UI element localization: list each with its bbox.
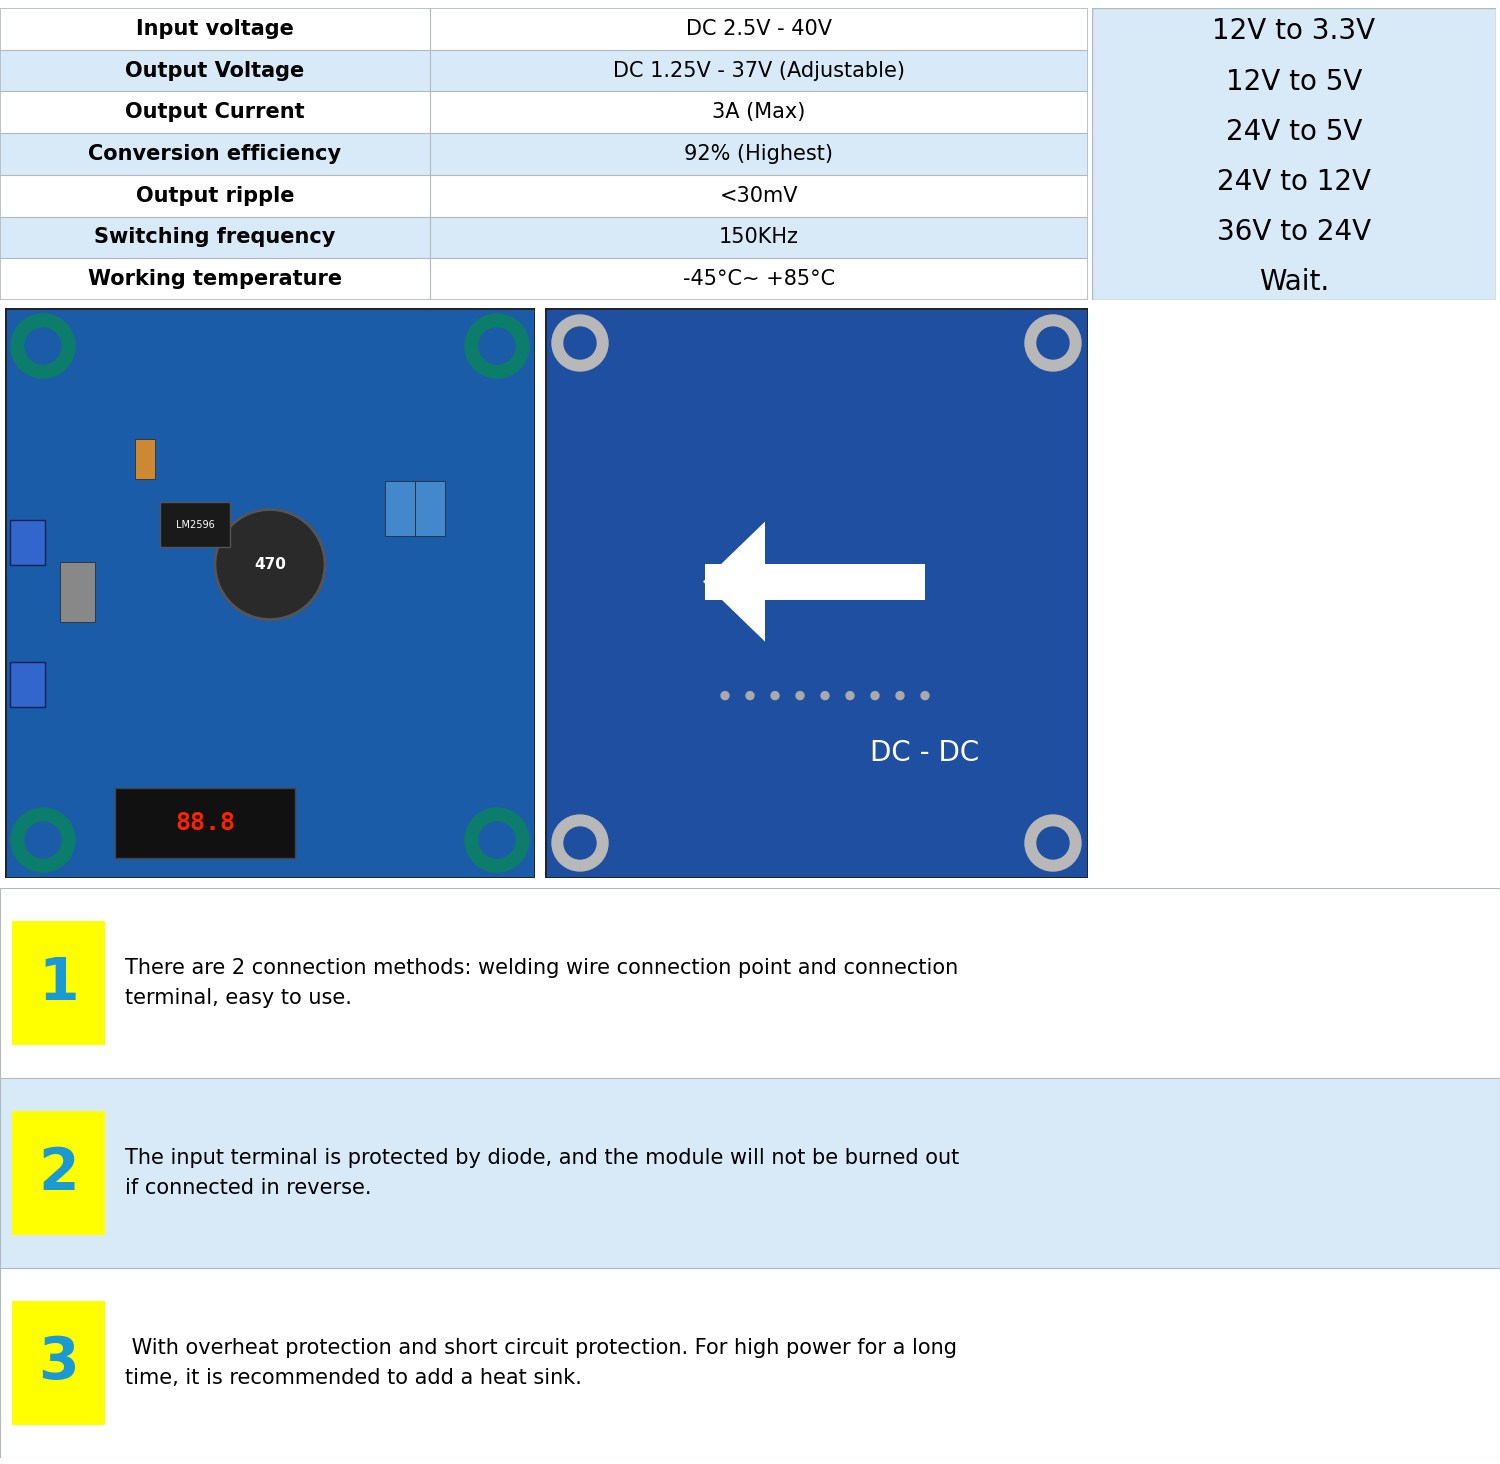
Text: LM2596: LM2596 xyxy=(176,520,214,530)
Circle shape xyxy=(921,691,928,700)
Bar xyxy=(10,662,45,707)
Text: DC - DC: DC - DC xyxy=(870,739,980,767)
Text: <30mV: <30mV xyxy=(720,186,798,206)
Bar xyxy=(0,50,1088,91)
Bar xyxy=(12,921,105,1045)
Text: 150KHz: 150KHz xyxy=(718,227,800,247)
Bar xyxy=(386,482,416,536)
Bar xyxy=(0,91,1088,133)
Circle shape xyxy=(26,821,62,858)
Text: Switching frequency: Switching frequency xyxy=(94,227,336,247)
Circle shape xyxy=(478,821,514,858)
Bar xyxy=(0,174,1088,217)
Text: The input terminal is protected by diode, and the module will not be burned out
: The input terminal is protected by diode… xyxy=(124,1148,959,1198)
Text: 12V to 3.3V: 12V to 3.3V xyxy=(1212,18,1376,45)
Circle shape xyxy=(896,691,904,700)
Text: Input voltage: Input voltage xyxy=(136,19,294,40)
Text: 2: 2 xyxy=(38,1145,78,1202)
Circle shape xyxy=(564,326,596,359)
Text: 3: 3 xyxy=(38,1335,78,1391)
Text: 3A (Max): 3A (Max) xyxy=(712,102,806,123)
Bar xyxy=(416,482,446,536)
Text: Output Voltage: Output Voltage xyxy=(126,60,304,81)
Circle shape xyxy=(821,691,830,700)
Text: Output ripple: Output ripple xyxy=(135,186,294,206)
Circle shape xyxy=(465,313,530,378)
Text: 470: 470 xyxy=(254,556,286,572)
Circle shape xyxy=(552,815,608,871)
Circle shape xyxy=(10,808,75,873)
Text: 88.8: 88.8 xyxy=(176,811,236,834)
Circle shape xyxy=(552,315,608,370)
Text: Conversion efficiency: Conversion efficiency xyxy=(88,143,342,164)
Bar xyxy=(0,217,1088,258)
Bar xyxy=(705,564,926,600)
Bar xyxy=(0,7,1088,50)
Circle shape xyxy=(1024,815,1082,871)
Text: 24V to 5V: 24V to 5V xyxy=(1226,117,1362,146)
Text: 1: 1 xyxy=(38,955,78,1012)
Polygon shape xyxy=(704,521,765,641)
Text: 36V to 24V: 36V to 24V xyxy=(1216,218,1371,246)
Text: -45°C~ +85°C: -45°C~ +85°C xyxy=(682,269,836,290)
Circle shape xyxy=(1024,315,1082,370)
Circle shape xyxy=(722,691,729,700)
Circle shape xyxy=(564,827,596,859)
Circle shape xyxy=(10,313,75,378)
Text: Wait.: Wait. xyxy=(1258,268,1329,297)
Text: 92% (Highest): 92% (Highest) xyxy=(684,143,834,164)
Circle shape xyxy=(478,328,514,365)
Text: 12V to 5V: 12V to 5V xyxy=(1226,67,1362,95)
Text: DC 2.5V - 40V: DC 2.5V - 40V xyxy=(686,19,832,40)
Circle shape xyxy=(771,691,778,700)
Bar xyxy=(0,258,1088,300)
Circle shape xyxy=(214,509,326,619)
Circle shape xyxy=(871,691,879,700)
Bar xyxy=(160,502,230,548)
Circle shape xyxy=(746,691,754,700)
Circle shape xyxy=(465,808,530,873)
Bar xyxy=(116,788,296,858)
Text: Output Current: Output Current xyxy=(124,102,304,123)
Circle shape xyxy=(796,691,804,700)
Text: DC 1.25V - 37V (Adjustable): DC 1.25V - 37V (Adjustable) xyxy=(614,60,904,81)
Text: There are 2 connection methods: welding wire connection point and connection
ter: There are 2 connection methods: welding … xyxy=(124,959,959,1007)
Circle shape xyxy=(1036,326,1070,359)
Text: With overheat protection and short circuit protection. For high power for a long: With overheat protection and short circu… xyxy=(124,1338,957,1388)
Bar xyxy=(12,1301,105,1424)
Bar xyxy=(12,1111,105,1234)
Bar xyxy=(0,133,1088,174)
Circle shape xyxy=(1036,827,1070,859)
Circle shape xyxy=(846,691,853,700)
Text: Working temperature: Working temperature xyxy=(88,269,342,290)
Bar xyxy=(135,439,154,479)
Circle shape xyxy=(26,328,62,365)
Bar xyxy=(10,520,45,565)
Text: 24V to 12V: 24V to 12V xyxy=(1216,168,1371,196)
Bar xyxy=(60,562,94,622)
